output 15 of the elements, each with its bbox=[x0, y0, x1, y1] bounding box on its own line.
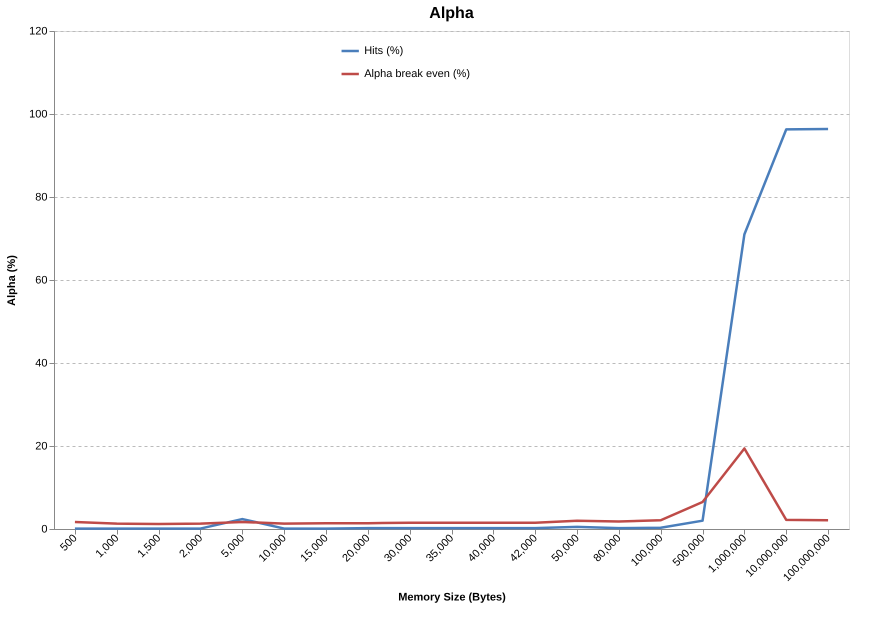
chart-title: Alpha bbox=[429, 5, 474, 22]
y-tick-label: 100 bbox=[29, 108, 48, 120]
legend-label: Alpha break even (%) bbox=[364, 68, 470, 80]
y-axis-title: Alpha (%) bbox=[6, 254, 18, 306]
legend-label: Hits (%) bbox=[364, 45, 404, 57]
x-axis-title: Memory Size (Bytes) bbox=[398, 591, 506, 604]
line-series bbox=[74, 128, 830, 530]
y-tick-label: 20 bbox=[35, 440, 48, 452]
y-tick-label: 60 bbox=[35, 274, 48, 286]
y-tick-label: 0 bbox=[41, 524, 48, 536]
y-tick-label: 40 bbox=[35, 358, 48, 370]
line-series bbox=[74, 447, 830, 526]
y-tick-label: 120 bbox=[29, 26, 48, 38]
y-tick-label: 80 bbox=[35, 192, 48, 204]
x-tick-label: 500 bbox=[58, 532, 80, 554]
